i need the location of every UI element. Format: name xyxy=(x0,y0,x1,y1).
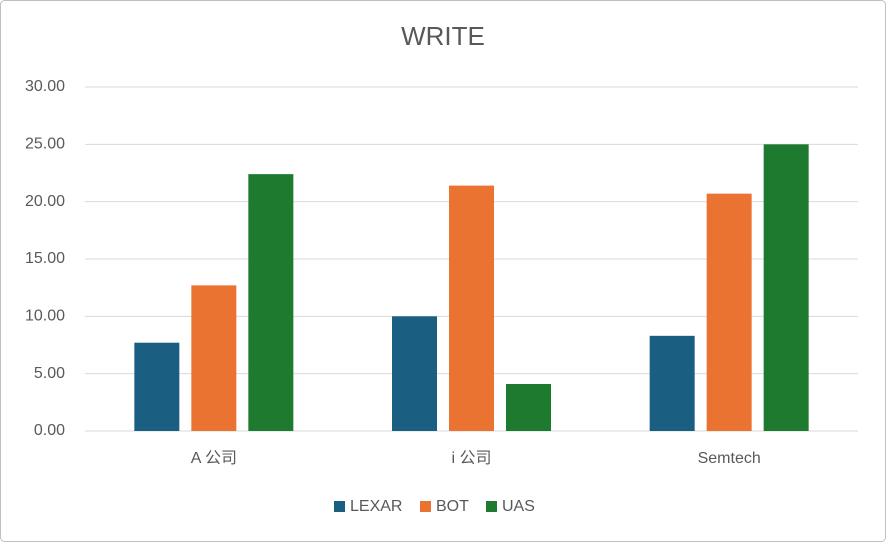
y-tick-label: 25.00 xyxy=(25,136,65,153)
y-tick-label: 0.00 xyxy=(34,422,65,439)
bar xyxy=(763,144,809,432)
y-tick-label: 10.00 xyxy=(25,308,65,325)
bar xyxy=(191,285,237,431)
legend-label: BOT xyxy=(436,498,469,515)
legend-swatch xyxy=(334,501,345,512)
x-tick-label: Semtech xyxy=(698,450,761,467)
y-tick-label: 30.00 xyxy=(25,78,65,95)
bar xyxy=(449,185,494,431)
bar xyxy=(392,316,437,431)
legend-label: LEXAR xyxy=(350,498,402,515)
legend-swatch xyxy=(420,501,431,512)
bar xyxy=(248,174,294,431)
x-tick-label: i 公司 xyxy=(451,450,491,467)
y-tick-label: 20.00 xyxy=(25,193,65,210)
bar xyxy=(649,335,695,431)
bar xyxy=(706,193,752,431)
y-tick-label: 15.00 xyxy=(25,250,65,267)
bar xyxy=(506,383,551,431)
legend-swatch xyxy=(486,501,497,512)
y-tick-label: 5.00 xyxy=(34,365,65,382)
x-tick-label: A 公司 xyxy=(191,450,237,467)
bar xyxy=(134,342,180,431)
legend-label: UAS xyxy=(502,498,535,515)
chart-title: WRITE xyxy=(401,21,485,51)
